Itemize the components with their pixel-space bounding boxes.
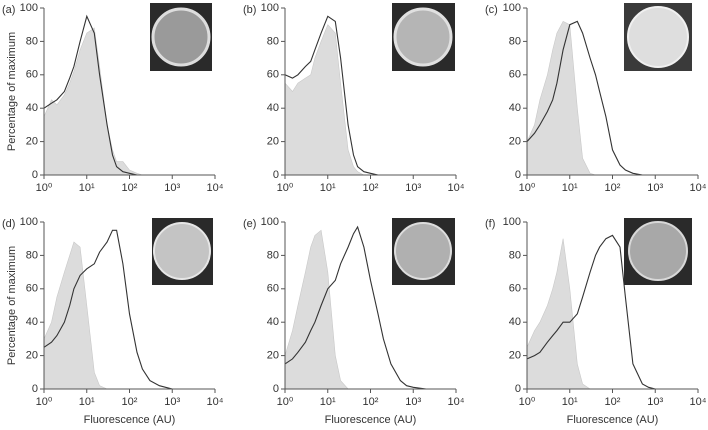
- y-tick-label: 40: [509, 316, 521, 328]
- x-tick-label: 10¹: [320, 396, 336, 408]
- insets: [150, 3, 692, 285]
- x-tick-label: 10⁴: [448, 396, 465, 408]
- y-tick-label: 40: [267, 316, 279, 328]
- x-tick-label: 10³: [405, 396, 421, 408]
- dish: [153, 222, 211, 280]
- x-tick-label: 10²: [122, 396, 138, 408]
- y-tick-label: 40: [26, 316, 38, 328]
- panel: 0 20 40 60 80 100 10⁰ 10¹ 10² 10³ 10⁴ (b): [243, 2, 465, 194]
- y-tick-label: 60: [509, 69, 521, 81]
- x-tick-label: 10³: [164, 182, 180, 194]
- y-tick-label: 40: [26, 102, 38, 114]
- y-tick-label: 20: [509, 136, 521, 148]
- dish: [627, 6, 689, 68]
- x-tick-label: 10³: [405, 182, 421, 194]
- x-tick-label: 10⁴: [448, 182, 465, 194]
- dish: [151, 7, 211, 67]
- panel: 0 20 40 60 80 100 10⁰ 10¹ 10² 10³ 10⁴ (e) Fluorescen…: [243, 216, 465, 426]
- x-tick-label: 10²: [605, 396, 621, 408]
- x-axis-label: Fluorescence (AU): [84, 414, 176, 426]
- y-tick-label: 20: [26, 136, 38, 148]
- x-tick-label: 10²: [363, 182, 379, 194]
- x-tick-label: 10¹: [562, 396, 578, 408]
- y-tick-label: 100: [261, 2, 279, 14]
- x-tick-label: 10³: [647, 396, 663, 408]
- line: [284, 225, 456, 390]
- x-tick-label: 10²: [363, 396, 379, 408]
- y-tick-label: 80: [26, 35, 38, 47]
- x-tick-label: 10⁰: [277, 182, 294, 194]
- panel: 0 20 40 60 80 100 10⁰ 10¹ 10² 10³ 10⁴ (c): [485, 2, 707, 194]
- y-tick-label: 20: [26, 350, 38, 362]
- panel-label: (d): [2, 218, 15, 230]
- y-tick-label: 40: [509, 102, 521, 114]
- line: [526, 234, 698, 390]
- x-tick-label: 10⁴: [690, 396, 707, 408]
- y-tick-label: 20: [267, 136, 279, 148]
- x-tick-label: 10³: [164, 396, 180, 408]
- x-tick-label: 10¹: [79, 396, 95, 408]
- x-tick-label: 10⁰: [519, 182, 536, 194]
- x-tick-label: 10²: [605, 182, 621, 194]
- dish: [394, 222, 452, 280]
- dish: [393, 7, 453, 67]
- line: [43, 229, 215, 390]
- panel-label: (c): [485, 4, 498, 16]
- y-tick-label: 0: [32, 383, 38, 395]
- x-tick-label: 10²: [122, 182, 138, 194]
- y-tick-label: 80: [509, 35, 521, 47]
- y-tick-label: 0: [273, 169, 279, 181]
- x-axis-label: Fluorescence (AU): [567, 414, 659, 426]
- x-tick-label: 10⁰: [519, 396, 536, 408]
- y-tick-label: 40: [267, 102, 279, 114]
- x-tick-label: 10⁰: [277, 396, 294, 408]
- y-tick-label: 0: [273, 383, 279, 395]
- y-axis-label: Percentage of maximum: [6, 246, 18, 365]
- panel: 0 20 40 60 80 100 10⁰ 10¹ 10² 10³ 10⁴ (f) Fluorescen…: [485, 216, 707, 426]
- y-tick-label: 20: [509, 350, 521, 362]
- x-tick-label: 10⁴: [207, 182, 224, 194]
- x-tick-label: 10³: [647, 182, 663, 194]
- y-tick-label: 100: [503, 216, 521, 228]
- y-tick-label: 80: [26, 249, 38, 261]
- y-tick-label: 100: [261, 216, 279, 228]
- x-tick-label: 10⁴: [690, 182, 707, 194]
- panel-label: (e): [243, 218, 256, 230]
- y-tick-label: 80: [267, 249, 279, 261]
- x-tick-label: 10⁰: [36, 182, 53, 194]
- y-tick-label: 100: [20, 216, 38, 228]
- y-tick-label: 60: [26, 69, 38, 81]
- x-tick-label: 10¹: [320, 182, 336, 194]
- y-tick-label: 80: [267, 35, 279, 47]
- y-tick-label: 20: [267, 350, 279, 362]
- y-tick-label: 60: [267, 283, 279, 295]
- y-tick-label: 0: [515, 383, 521, 395]
- y-tick-label: 60: [509, 283, 521, 295]
- dish: [628, 221, 688, 281]
- x-tick-label: 10⁰: [36, 396, 53, 408]
- panel-label: (b): [243, 4, 256, 16]
- y-tick-label: 80: [509, 249, 521, 261]
- panel: 0 20 40 60 80 100 10⁰ 10¹ 10² 10³ 10⁴ (a) Percentage…: [2, 2, 224, 194]
- y-tick-label: 60: [26, 283, 38, 295]
- x-tick-label: 10¹: [79, 182, 95, 194]
- y-tick-label: 100: [503, 2, 521, 14]
- x-axis-label: Fluorescence (AU): [325, 414, 417, 426]
- y-tick-label: 60: [267, 69, 279, 81]
- y-tick-label: 100: [20, 2, 38, 14]
- y-tick-label: 0: [32, 169, 38, 181]
- x-tick-label: 10⁴: [207, 396, 224, 408]
- panel-label: (f): [485, 218, 495, 230]
- y-axis-label: Percentage of maximum: [6, 32, 18, 151]
- y-tick-label: 0: [515, 169, 521, 181]
- panel-label: (a): [2, 4, 15, 16]
- x-tick-label: 10¹: [562, 182, 578, 194]
- panel: 0 20 40 60 80 100 10⁰ 10¹ 10² 10³ 10⁴ (d) Percentage…: [2, 216, 224, 426]
